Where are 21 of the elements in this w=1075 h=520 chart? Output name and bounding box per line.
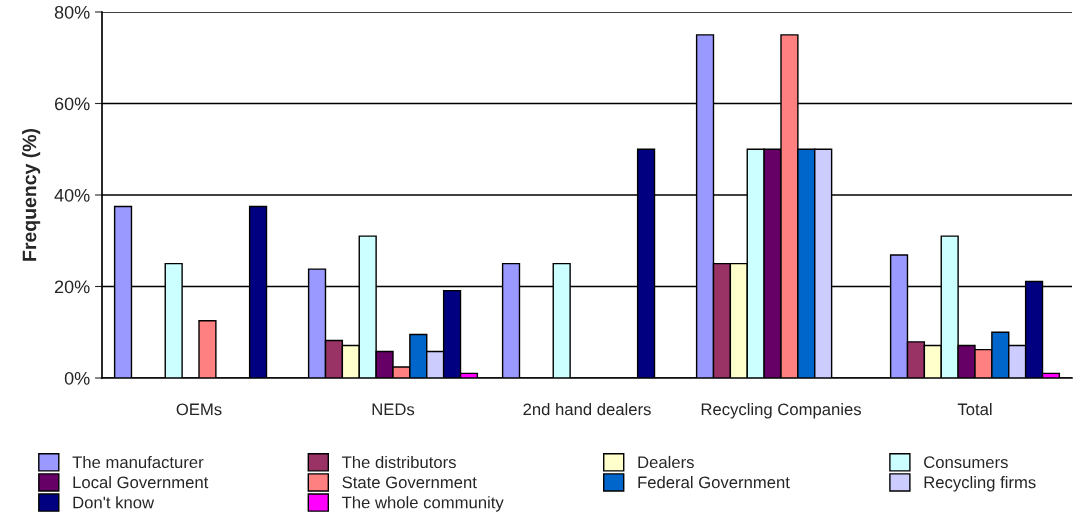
x-tick-label: Total bbox=[957, 403, 992, 416]
legend-label: Dealers bbox=[638, 455, 694, 469]
y-axis-title: Frequency (%) bbox=[22, 128, 41, 261]
legend-label: State Government bbox=[342, 476, 477, 489]
legend-label: Federal Government bbox=[638, 476, 790, 489]
x-tick-label: Recycling Companies bbox=[701, 403, 861, 419]
y-tick-label: 80% bbox=[54, 5, 90, 19]
legend-label: The distributors bbox=[342, 455, 456, 469]
x-tick-label: 2nd hand dealers bbox=[523, 403, 651, 416]
x-tick-label: OEMs bbox=[176, 403, 222, 416]
y-tick-label: 0% bbox=[64, 371, 90, 385]
legend-label: Don't know bbox=[73, 496, 155, 509]
legend-label: Local Government bbox=[73, 476, 209, 489]
y-tick-label: 60% bbox=[54, 97, 90, 111]
legend-label: The manufacturer bbox=[72, 455, 204, 469]
legend-label: Recycling firms bbox=[924, 476, 1036, 492]
x-tick-label: NEDs bbox=[372, 403, 415, 416]
y-tick-label: 40% bbox=[54, 188, 90, 202]
legend-label: Consumers bbox=[924, 456, 1008, 469]
y-tick-label: 20% bbox=[54, 280, 90, 294]
legend-label: The whole community bbox=[342, 496, 504, 512]
